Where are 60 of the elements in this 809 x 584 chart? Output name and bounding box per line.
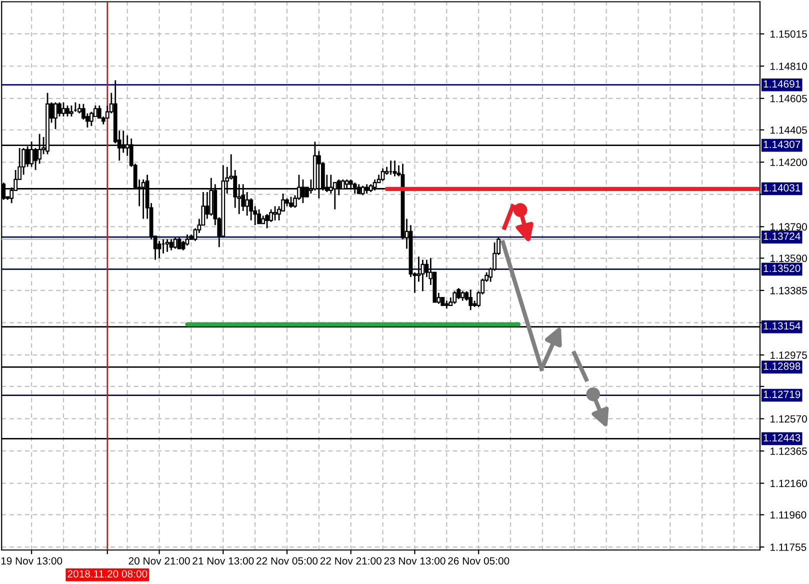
ref-line-label: 1.12443 xyxy=(764,434,800,442)
candlestick xyxy=(289,196,293,208)
y-tick-label: 1.14405 xyxy=(770,126,807,134)
candlestick xyxy=(165,238,170,253)
candlestick xyxy=(173,237,178,250)
candlestick xyxy=(380,168,385,182)
y-tick-label: 1.13385 xyxy=(770,286,807,294)
y-tick-label: 1.15015 xyxy=(770,30,807,38)
candlestick xyxy=(62,102,66,118)
ref-line-label: 1.13520 xyxy=(764,264,800,272)
y-tick-label: 1.12570 xyxy=(770,415,807,423)
y-tick-label: 1.14605 xyxy=(770,94,807,102)
candlestick xyxy=(468,288,473,311)
candlestick xyxy=(58,102,62,118)
ref-line-label: 1.14307 xyxy=(764,140,800,148)
candlestick xyxy=(265,213,270,229)
y-tick-label: 1.14810 xyxy=(770,62,807,70)
ref-line-label: 1.14691 xyxy=(764,80,800,88)
ref-line-label: 1.12719 xyxy=(764,390,800,398)
candlestick xyxy=(364,183,369,194)
candlestick xyxy=(169,238,174,251)
candlestick xyxy=(273,206,277,222)
candlestick xyxy=(177,237,182,250)
y-tick-label: 1.12975 xyxy=(770,351,807,359)
candlestick xyxy=(460,290,465,302)
x-tick-label: 22 Nov 21:00 xyxy=(320,557,382,565)
ref-line-label: 1.13724 xyxy=(764,232,800,240)
y-tick-label: 1.11960 xyxy=(770,511,806,519)
candlestick xyxy=(54,102,58,130)
ref-line-label: 1.14031 xyxy=(764,184,800,192)
candlestick xyxy=(420,259,425,292)
candlestick xyxy=(70,104,74,118)
candlestick xyxy=(66,104,70,118)
x-tick-label: 26 Nov 05:00 xyxy=(448,557,510,565)
y-tick-label: 1.12365 xyxy=(770,447,807,455)
ref-line-label: 1.12898 xyxy=(764,362,800,370)
y-tick-label: 1.14200 xyxy=(770,158,807,166)
x-tick-label: 19 Nov 13:00 xyxy=(1,557,62,565)
candlestick xyxy=(89,111,94,127)
x-tick-label: 20 Nov 21:00 xyxy=(128,557,190,565)
x-tick-label: 21 Nov 13:00 xyxy=(192,557,254,565)
candlestick xyxy=(452,290,457,305)
y-tick-label: 1.13790 xyxy=(770,223,807,231)
x-tick-label: 22 Nov 05:00 xyxy=(256,557,318,565)
candlestick xyxy=(185,234,190,246)
candlestick xyxy=(336,178,341,196)
candlestick xyxy=(78,103,82,114)
candlestick xyxy=(257,208,262,224)
candlestick xyxy=(121,130,126,154)
candlestick xyxy=(245,191,250,216)
candlestick xyxy=(360,185,365,196)
x-tick-label: 23 Nov 13:00 xyxy=(384,557,446,565)
x-tick-label: 2018.11.20 08:00 xyxy=(68,570,148,578)
ref-line-label: 1.13154 xyxy=(764,322,800,330)
candlestick xyxy=(301,178,305,204)
candlestick xyxy=(456,287,461,300)
y-tick-label: 1.11755 xyxy=(770,544,806,551)
y-tick-label: 1.12160 xyxy=(770,480,807,488)
y-tick-label: 1.13590 xyxy=(770,254,807,262)
candlestick xyxy=(392,160,397,178)
